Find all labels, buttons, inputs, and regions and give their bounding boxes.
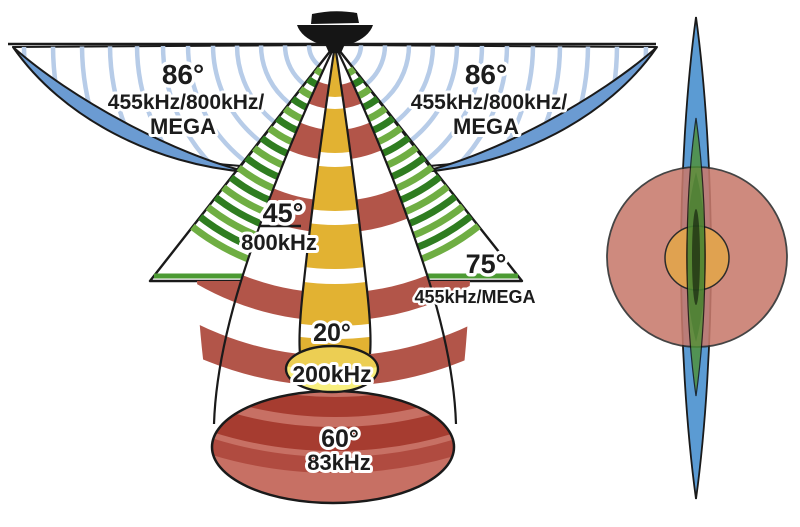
topview-footprints	[606, 16, 788, 500]
label-60-freq: 83kHz	[307, 450, 371, 475]
labels: 86° 455kHz/800kHz/ MEGA 86° 455kHz/800kH…	[105, 56, 571, 479]
label-86-right-freq: 455kHz/800kHz/	[411, 91, 568, 114]
label-86-left-freq: 455kHz/800kHz/	[108, 91, 265, 114]
beam-20-cone	[298, 44, 372, 355]
label-20-angle: 20°	[313, 319, 351, 347]
transducer	[325, 44, 345, 53]
label-75-angle: 75°	[466, 249, 507, 279]
label-45-freq: 800kHz	[241, 230, 317, 255]
label-86-right-angle: 86°	[465, 59, 507, 90]
label-45-angle: 45°	[263, 198, 304, 228]
beam-60-footprint	[210, 389, 456, 505]
label-75-freq: 455kHz/MEGA	[414, 287, 535, 307]
label-86-left-mega: MEGA	[150, 114, 216, 139]
label-86-left-angle: 86°	[162, 59, 204, 90]
label-20-freq: 200kHz	[292, 361, 371, 387]
topview-inner-sliver	[692, 209, 700, 305]
label-86-right-mega: MEGA	[453, 114, 519, 139]
beam-20-footprint	[284, 344, 380, 394]
label-60-angle: 60°	[321, 425, 359, 453]
boat-icon	[297, 11, 373, 53]
